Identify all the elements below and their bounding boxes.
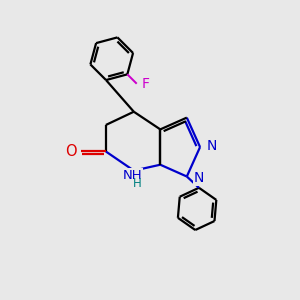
Text: N: N [193, 171, 204, 185]
Text: N: N [206, 139, 217, 153]
Text: F: F [142, 77, 150, 91]
Text: H: H [133, 177, 142, 190]
Text: NH: NH [122, 169, 142, 182]
Text: O: O [65, 144, 76, 159]
